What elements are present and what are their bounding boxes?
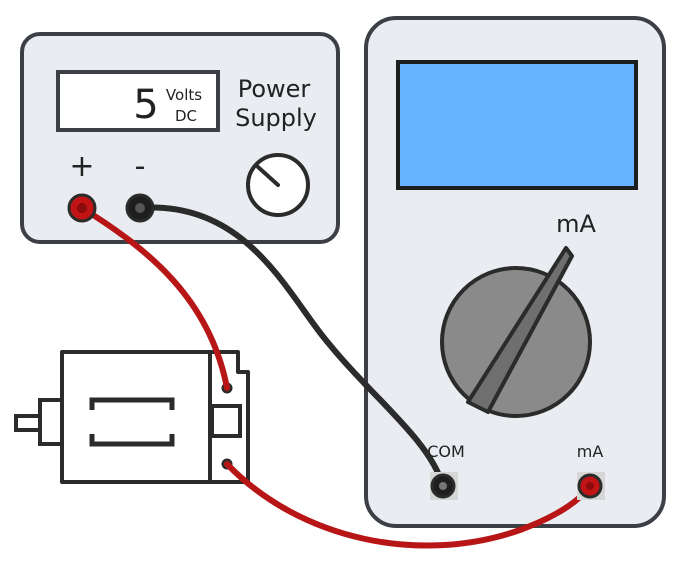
power-supply: 5 Volts DC Power Supply + - — [20, 32, 340, 244]
multimeter: mA COM mA — [364, 16, 666, 528]
power-supply-display — [56, 70, 220, 132]
ma-jack-label: mA — [577, 442, 604, 461]
com-jack-label: COM — [427, 442, 465, 461]
voltage-knob-icon[interactable] — [246, 153, 310, 217]
plus-terminal-label: + — [69, 149, 94, 184]
display-unit-volts: Volts — [166, 86, 202, 104]
power-supply-title-line2: Supply — [235, 104, 317, 132]
plus-terminal[interactable] — [67, 193, 97, 223]
dc-motor-icon — [14, 350, 250, 484]
minus-terminal[interactable] — [125, 193, 155, 223]
power-supply-title-line1: Power — [238, 75, 311, 103]
range-selector-dial[interactable] — [440, 246, 592, 418]
multimeter-screen — [396, 60, 638, 190]
red-wire-supply-to-motor — [79, 205, 230, 391]
com-jack[interactable] — [430, 472, 458, 500]
ma-jack[interactable] — [577, 472, 605, 500]
wires — [79, 204, 593, 549]
display-unit-dc: DC — [175, 107, 197, 125]
display-voltage-value: 5 — [133, 82, 158, 128]
minus-terminal-label: - — [135, 149, 146, 184]
red-wire-motor-to-meter — [224, 461, 593, 549]
dial-range-label: mA — [556, 210, 596, 238]
black-wire — [137, 204, 446, 489]
dial-pointer — [466, 246, 574, 414]
